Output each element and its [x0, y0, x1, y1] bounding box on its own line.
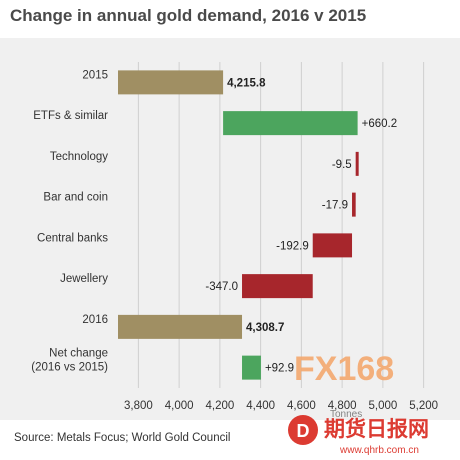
bar-total — [118, 314, 243, 339]
bar-decrease — [242, 274, 313, 299]
watermark-logo-letter: D — [297, 421, 310, 441]
category-label: Net change — [49, 348, 108, 360]
value-labels: 4,215.8 +660.2 -9.5 -17.9 -192.9 -347.0 4,308.… — [205, 77, 397, 374]
category-label: Central banks — [37, 232, 108, 244]
bar-total — [118, 70, 224, 95]
watermark: FX168 Tonnes D 期货日报网 www.qhrb.com.cn — [288, 350, 429, 456]
value-label: -17.9 — [322, 200, 348, 212]
value-label: 4,308.7 — [246, 322, 284, 334]
category-label: ETFs & similar — [33, 110, 108, 122]
category-label: 2015 — [82, 69, 108, 81]
chart-title: Change in annual gold demand, 2016 v 201… — [10, 6, 367, 25]
value-label: -347.0 — [205, 281, 238, 293]
watermark-units: Tonnes — [330, 409, 362, 420]
x-tick-label: 4,200 — [205, 400, 234, 412]
value-label: 4,215.8 — [227, 77, 266, 89]
category-label: Jewellery — [60, 273, 108, 285]
value-label: +660.2 — [362, 118, 398, 130]
watermark-cn: 期货日报网 — [324, 416, 429, 441]
watermark-fx168: FX168 — [294, 350, 394, 388]
bar-increase — [223, 111, 358, 136]
category-labels: 2015 ETFs & similar Technology Bar and coin… — [31, 69, 108, 373]
category-label: Technology — [50, 151, 108, 163]
gridlines — [137, 62, 425, 388]
watermark-url: www.qhrb.com.cn — [339, 445, 419, 456]
category-label: (2016 vs 2015) — [31, 362, 108, 374]
bar-increase — [242, 355, 261, 380]
bar-decrease — [355, 151, 359, 176]
x-tick-label: 4,800 — [328, 400, 357, 412]
x-tick-label: 5,000 — [368, 400, 397, 412]
watermark-logo — [288, 415, 318, 445]
value-label: +92.9 — [265, 363, 294, 375]
x-tick-label: 4,600 — [287, 400, 316, 412]
category-label: Bar and coin — [43, 192, 108, 204]
bar-decrease — [312, 233, 353, 258]
x-tick-label: 5,200 — [409, 400, 438, 412]
category-label: 2016 — [82, 314, 108, 326]
bar-decrease — [352, 192, 356, 217]
value-label: -9.5 — [332, 159, 352, 171]
value-label: -192.9 — [276, 240, 309, 252]
x-tick-labels: 3,800 4,000 4,200 4,400 4,600 4,800 5,000 5,200 — [124, 400, 438, 412]
bars — [118, 70, 359, 380]
x-tick-label: 4,000 — [165, 400, 194, 412]
source-note: Source: Metals Focus; World Gold Council — [14, 432, 231, 444]
x-tick-label: 3,800 — [124, 400, 153, 412]
x-tick-label: 4,400 — [246, 400, 275, 412]
